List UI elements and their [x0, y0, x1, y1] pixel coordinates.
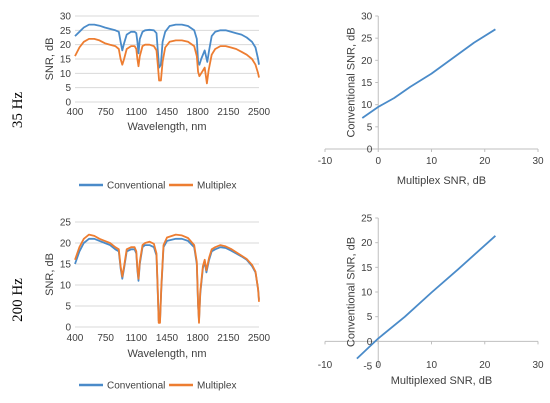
chart-br-xlabel: Multiplexed SNR, dB	[391, 375, 493, 387]
chart-bl-ytick-label: 10	[60, 281, 72, 292]
chart-br-xtick-label: 10	[426, 360, 438, 371]
chart-tl-series-line-0	[74, 23, 260, 69]
chart-tl-xtick-label: 1100	[126, 107, 148, 118]
chart-tl-legend-label-1: Multiplex	[197, 181, 236, 192]
chart-tl-xlabel: Wavelength, nm	[127, 121, 206, 133]
chart-br-xtick-label: 0	[375, 360, 381, 371]
chart-bl-xtick-label: 400	[67, 333, 84, 344]
chart-br-xtick-label: 20	[479, 360, 491, 371]
chart-tr-ytick-label: 25	[361, 34, 373, 45]
chart-tl-xtick-label: 1800	[187, 107, 210, 118]
chart-tr-xtick-label: 0	[375, 156, 381, 167]
chart-br-ytick-label: -5	[363, 362, 372, 373]
chart-tl-ytick-label: 30	[60, 12, 72, 23]
chart-bl-ylabel: SNR, dB	[44, 253, 56, 296]
row-label-200hz: 200 Hz	[10, 278, 26, 322]
chart-tr-xtick-label: -10	[318, 156, 333, 167]
chart-tr-ytick-label: 10	[361, 100, 373, 111]
chart-tl-xtick-label: 750	[97, 107, 114, 118]
chart-bl-legend-label-1: Multiplex	[197, 381, 236, 392]
chart-bl-xtick-label: 2150	[217, 333, 240, 344]
chart-tr-xtick-label: 10	[426, 156, 438, 167]
chart-tr-ytick-label: 0	[367, 145, 373, 156]
chart-bl-xtick-label: 1100	[126, 333, 148, 344]
chart-tr-series-line-0	[361, 28, 496, 119]
chart-tl-ytick-label: 10	[60, 69, 72, 80]
chart-bl-xtick-label: 1800	[187, 333, 210, 344]
chart-bl-xlabel: Wavelength, nm	[127, 348, 206, 360]
chart-tl-series-line-1	[74, 38, 260, 85]
chart-tr-xlabel: Multiplex SNR, dB	[397, 175, 486, 187]
chart-bl-xtick-label: 1450	[156, 333, 179, 344]
chart-bl-ytick-label: 15	[60, 260, 72, 271]
chart-tr-xtick-label: 20	[479, 156, 491, 167]
chart-bl-ytick-label: 0	[65, 323, 71, 334]
chart-tl-ytick-label: 15	[60, 55, 72, 66]
chart-br-series-line-0	[356, 235, 497, 360]
chart-tl-ytick-label: 25	[60, 26, 72, 37]
chart-br-ytick-label: 20	[361, 238, 373, 249]
chart-tl-xtick-label: 400	[67, 107, 84, 118]
chart-tl-xtick-label: 2500	[248, 107, 271, 118]
chart-bl-ytick-label: 20	[60, 239, 72, 250]
chart-br-ytick-label: 10	[361, 288, 373, 299]
chart-tr-ytick-label: 20	[361, 56, 373, 67]
chart-tr-xtick-label: 30	[532, 156, 544, 167]
chart-tl-xtick-label: 2150	[217, 107, 240, 118]
chart-tr-ytick-label: 5	[367, 122, 373, 133]
chart-tl-ytick-label: 5	[65, 83, 71, 94]
chart-tl-xtick-label: 1450	[156, 107, 179, 118]
chart-tl-ytick-label: 20	[60, 40, 72, 51]
chart-tr-ylabel: Conventional SNR, dB	[345, 27, 357, 137]
chart-bl-series-line-0	[74, 237, 260, 322]
chart-bl-series-line-1	[74, 233, 260, 324]
chart-bl-ytick-label: 5	[65, 302, 71, 313]
chart-tl-ylabel: SNR, dB	[44, 38, 56, 81]
row-label-35hz: 35 Hz	[10, 92, 26, 129]
chart-br-ytick-label: 15	[361, 263, 373, 274]
chart-br-ytick-label: 25	[361, 214, 373, 225]
chart-bl-ytick-label: 25	[60, 218, 72, 229]
chart-br-ylabel: Conventional SNR, dB	[345, 237, 357, 347]
chart-tl-ytick-label: 0	[65, 98, 71, 109]
chart-tl-legend-label-0: Conventional	[107, 181, 165, 192]
chart-bl-legend-label-0: Conventional	[107, 381, 165, 392]
chart-br-ytick-label: 5	[367, 312, 373, 323]
chart-br-xtick-label: 30	[532, 360, 544, 371]
chart-tr-ytick-label: 15	[361, 78, 373, 89]
chart-br-ytick-label: 0	[367, 337, 373, 348]
chart-tr-ytick-label: 30	[361, 12, 373, 23]
chart-bl-xtick-label: 750	[97, 333, 114, 344]
chart-br-xtick-label: -10	[318, 360, 333, 371]
chart-bl-xtick-label: 2500	[248, 333, 271, 344]
